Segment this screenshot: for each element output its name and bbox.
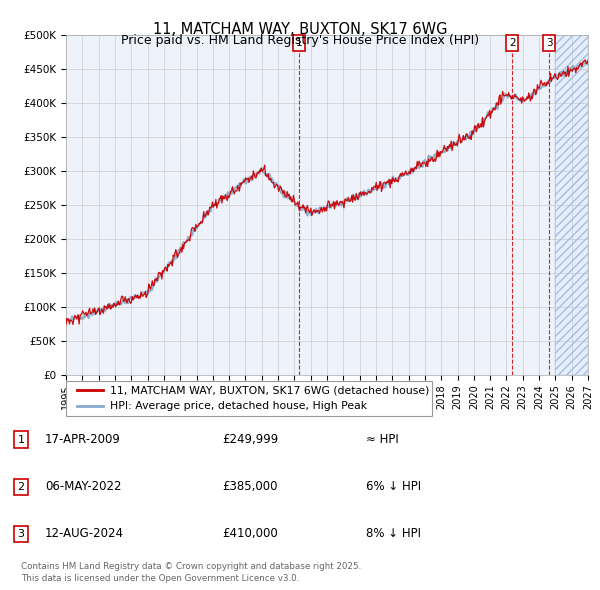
Bar — [556, 35, 588, 375]
Text: £410,000: £410,000 — [222, 527, 278, 540]
Text: 2: 2 — [509, 38, 515, 48]
Text: ≈ HPI: ≈ HPI — [366, 433, 399, 446]
Text: 11, MATCHAM WAY, BUXTON, SK17 6WG: 11, MATCHAM WAY, BUXTON, SK17 6WG — [153, 22, 447, 37]
Text: 3: 3 — [546, 38, 553, 48]
Text: Price paid vs. HM Land Registry's House Price Index (HPI): Price paid vs. HM Land Registry's House … — [121, 34, 479, 47]
Text: 2: 2 — [17, 482, 25, 491]
Text: 12-AUG-2024: 12-AUG-2024 — [45, 527, 124, 540]
Text: 17-APR-2009: 17-APR-2009 — [45, 433, 121, 446]
Text: 8% ↓ HPI: 8% ↓ HPI — [366, 527, 421, 540]
Text: 6% ↓ HPI: 6% ↓ HPI — [366, 480, 421, 493]
Text: HPI: Average price, detached house, High Peak: HPI: Average price, detached house, High… — [110, 401, 367, 411]
Text: £385,000: £385,000 — [222, 480, 277, 493]
Bar — [556, 35, 588, 375]
Text: Contains HM Land Registry data © Crown copyright and database right 2025.
This d: Contains HM Land Registry data © Crown c… — [21, 562, 361, 583]
Text: 1: 1 — [296, 38, 302, 48]
Text: 3: 3 — [17, 529, 25, 539]
Text: 06-MAY-2022: 06-MAY-2022 — [45, 480, 121, 493]
Text: 11, MATCHAM WAY, BUXTON, SK17 6WG (detached house): 11, MATCHAM WAY, BUXTON, SK17 6WG (detac… — [110, 385, 429, 395]
Text: 1: 1 — [17, 435, 25, 444]
Text: £249,999: £249,999 — [222, 433, 278, 446]
